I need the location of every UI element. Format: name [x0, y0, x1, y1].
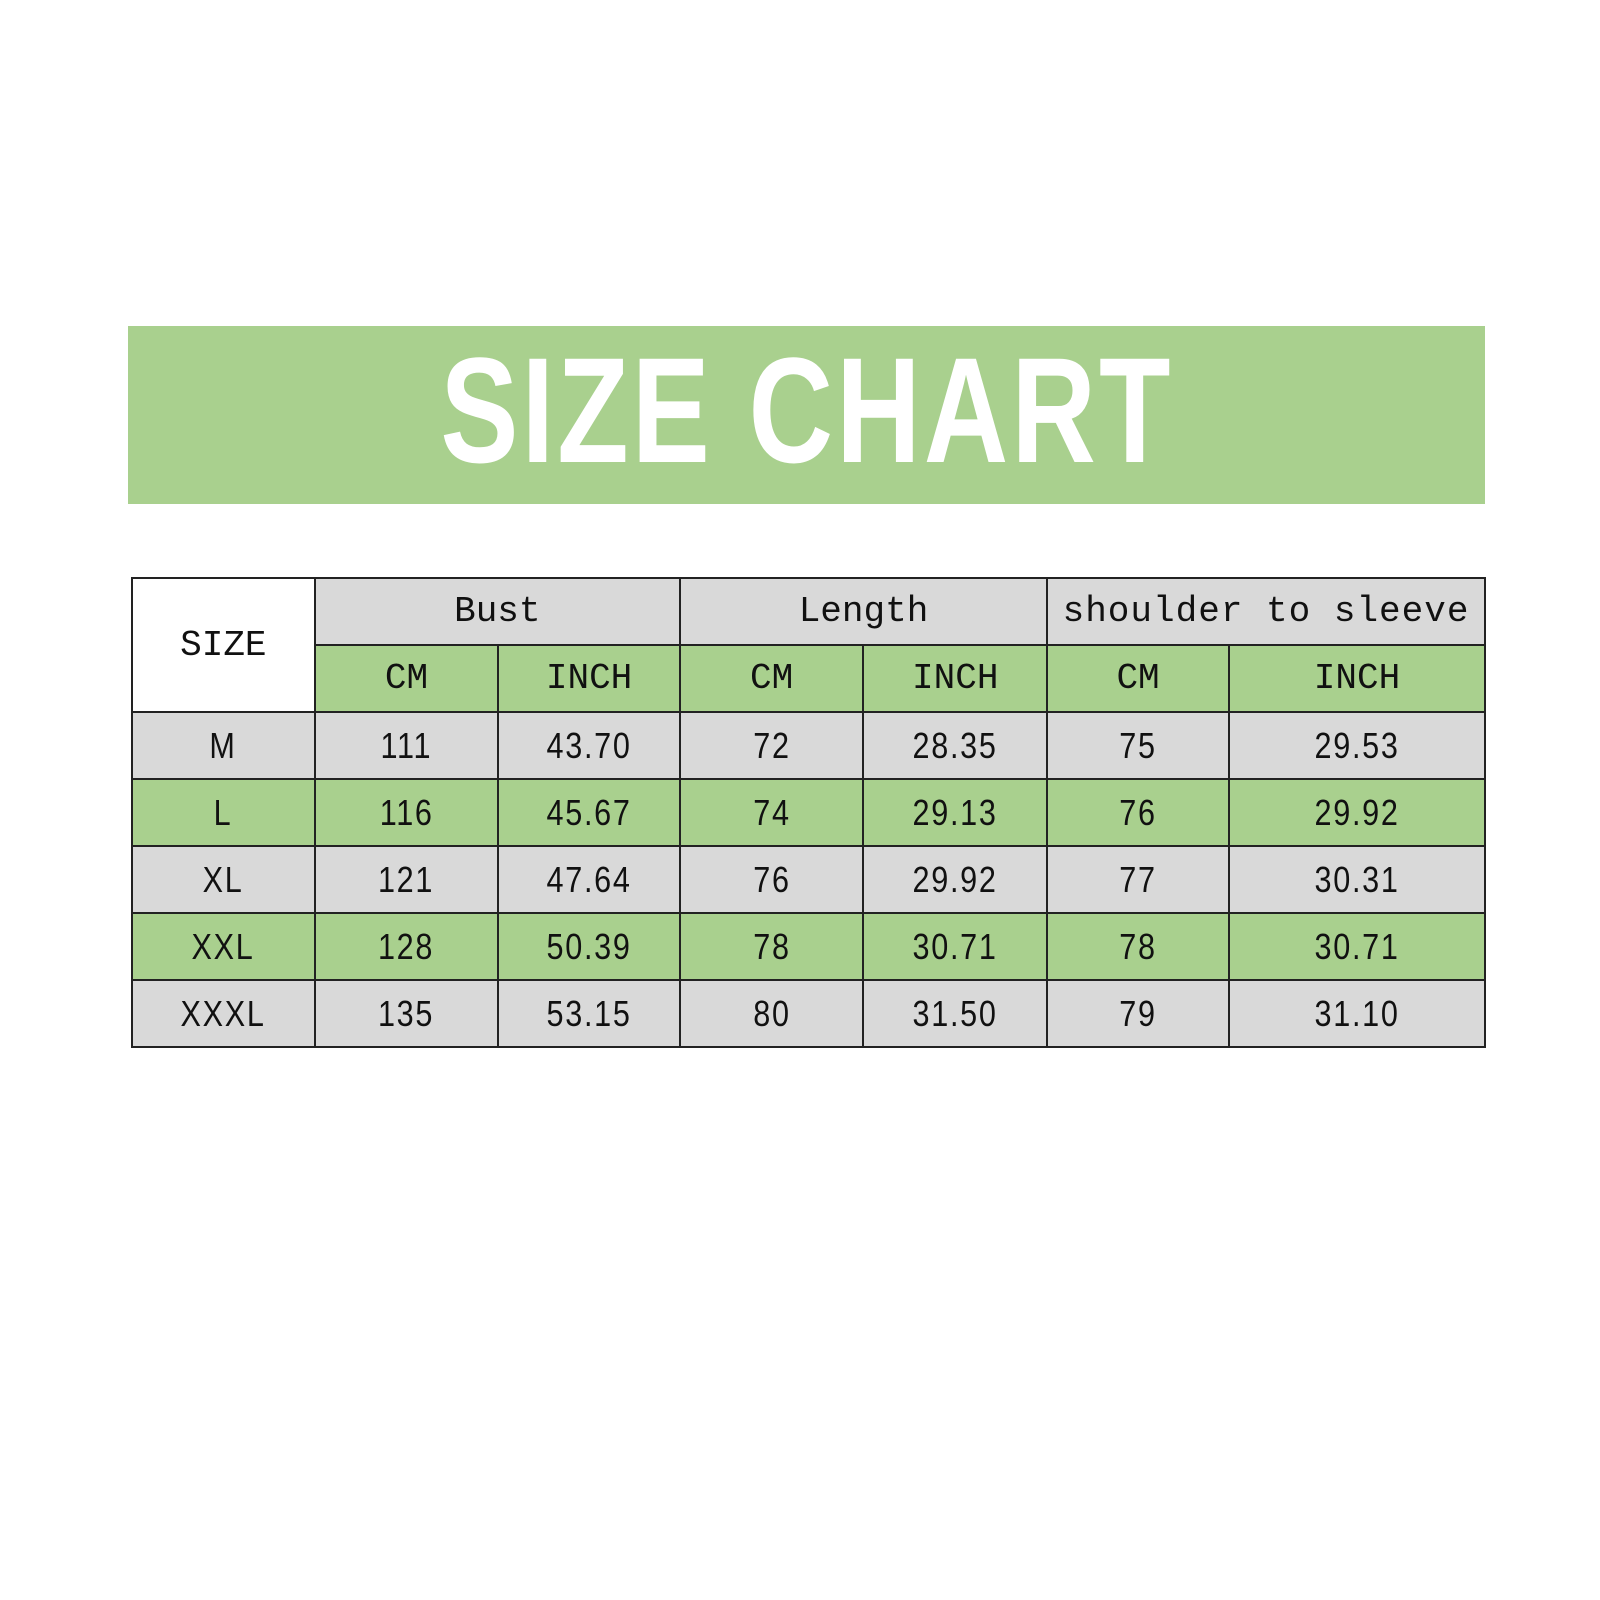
value-cell-text: 50.39: [546, 925, 632, 967]
value-cell: 28.35: [862, 711, 1049, 780]
value-cell-text: 45.67: [546, 791, 632, 833]
value-cell-text: 29.13: [912, 791, 998, 833]
size-table: SIZE Bust Length shoulder to sleeve CM I…: [131, 577, 1486, 1048]
value-cell-text: 77: [1119, 858, 1157, 900]
unit-header: INCH: [862, 644, 1049, 713]
size-cell-text: XL: [202, 858, 244, 900]
unit-header-row: CM INCH CM INCH CM INCH: [132, 644, 1486, 713]
value-cell: 72: [678, 711, 865, 780]
value-cell-text: 30.71: [912, 925, 998, 967]
value-cell-text: 53.15: [546, 992, 632, 1034]
value-cell: 80: [678, 979, 865, 1048]
table-row: XL 121 47.64 76 29.92 77 30.31: [131, 845, 1486, 914]
group-header-row: SIZE Bust Length shoulder to sleeve: [131, 577, 1486, 713]
group-header-shoulder-to-sleeve: shoulder to sleeve: [1046, 577, 1486, 646]
value-cell: 116: [313, 778, 500, 847]
value-cell-text: 135: [378, 992, 435, 1034]
value-cell-text: 111: [380, 724, 433, 766]
value-cell: 53.15: [497, 979, 681, 1048]
value-cell-text: 28.35: [912, 724, 998, 766]
value-cell: 111: [313, 711, 500, 780]
table-row: L 116 45.67 74 29.13 76 29.92: [131, 778, 1486, 847]
value-cell-text: 121: [378, 858, 435, 900]
unit-header: CM: [678, 644, 865, 713]
value-cell: 29.53: [1228, 711, 1486, 780]
value-cell: 45.67: [497, 778, 681, 847]
value-cell-text: 74: [752, 791, 791, 833]
value-cell-text: 29.92: [912, 858, 998, 900]
value-cell: 31.10: [1228, 979, 1486, 1048]
size-cell: XL: [131, 845, 316, 914]
unit-header: CM: [1046, 644, 1231, 713]
value-cell-text: 76: [1119, 791, 1157, 833]
value-cell: 75: [1046, 711, 1231, 780]
value-cell: 79: [1046, 979, 1231, 1048]
size-cell-text: L: [213, 791, 233, 833]
value-cell: 29.92: [1228, 778, 1486, 847]
group-header-length: Length: [678, 577, 1049, 646]
value-cell-text: 116: [379, 791, 434, 833]
value-cell: 78: [1046, 912, 1231, 981]
value-cell: 76: [1046, 778, 1231, 847]
value-cell: 135: [313, 979, 500, 1048]
value-cell: 43.70: [497, 711, 681, 780]
value-cell-text: 30.31: [1314, 858, 1400, 900]
value-cell: 30.71: [1228, 912, 1486, 981]
value-cell-text: 79: [1119, 992, 1157, 1034]
size-cell: XXL: [131, 912, 316, 981]
value-cell-text: 128: [378, 925, 435, 967]
value-cell-text: 30.71: [1314, 925, 1400, 967]
value-cell-text: 78: [752, 925, 791, 967]
value-cell-text: 31.10: [1314, 992, 1400, 1034]
value-cell-text: 29.53: [1314, 724, 1400, 766]
value-cell-text: 43.70: [546, 724, 632, 766]
size-cell: M: [131, 711, 316, 780]
value-cell: 77: [1046, 845, 1231, 914]
value-cell: 47.64: [497, 845, 681, 914]
size-cell: XXXL: [131, 979, 316, 1048]
value-cell: 29.13: [862, 778, 1049, 847]
title-banner: SIZE CHART: [128, 326, 1485, 504]
unit-header: INCH: [497, 644, 681, 713]
unit-header: CM: [313, 644, 500, 713]
value-cell-text: 72: [752, 724, 791, 766]
value-cell-text: 29.92: [1314, 791, 1400, 833]
value-cell-text: 76: [752, 858, 791, 900]
value-cell-text: 31.50: [912, 992, 998, 1034]
size-cell-text: XXL: [191, 925, 255, 967]
size-cell-text: M: [209, 724, 237, 766]
value-cell: 30.71: [862, 912, 1049, 981]
value-cell: 50.39: [497, 912, 681, 981]
value-cell: 31.50: [862, 979, 1049, 1048]
size-cell-text: XXXL: [180, 992, 266, 1034]
unit-header: INCH: [1228, 644, 1486, 713]
value-cell: 76: [678, 845, 865, 914]
size-cell: L: [131, 778, 316, 847]
value-cell: 30.31: [1228, 845, 1486, 914]
table-row: M 111 43.70 72 28.35 75 29.53: [131, 711, 1486, 780]
table-row: XXL 128 50.39 78 30.71 78 30.71: [131, 912, 1486, 981]
group-header-bust: Bust: [313, 577, 681, 646]
page-title: SIZE CHART: [439, 326, 1174, 494]
value-cell: 128: [313, 912, 500, 981]
value-cell-text: 78: [1119, 925, 1157, 967]
value-cell-text: 47.64: [546, 858, 632, 900]
value-cell: 29.92: [862, 845, 1049, 914]
value-cell-text: 80: [752, 992, 791, 1034]
value-cell: 78: [678, 912, 865, 981]
value-cell: 121: [313, 845, 500, 914]
value-cell: 74: [678, 778, 865, 847]
size-header: SIZE: [131, 577, 316, 713]
table-row: XXXL 135 53.15 80 31.50 79 31.10: [131, 979, 1486, 1048]
value-cell-text: 75: [1119, 724, 1157, 766]
